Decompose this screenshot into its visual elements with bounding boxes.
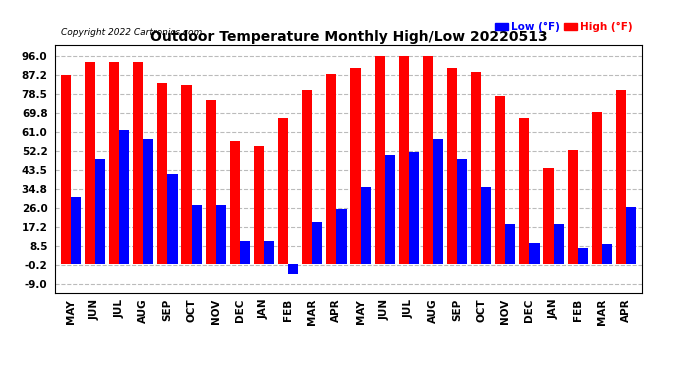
Bar: [264, 242, 274, 264]
Bar: [375, 56, 384, 264]
Bar: [109, 62, 119, 264]
Bar: [240, 242, 250, 264]
Bar: [520, 118, 529, 264]
Bar: [360, 187, 371, 264]
Bar: [505, 224, 515, 264]
Bar: [71, 197, 81, 264]
Bar: [626, 207, 636, 264]
Bar: [206, 100, 216, 264]
Bar: [578, 248, 588, 264]
Bar: [95, 159, 105, 264]
Bar: [85, 62, 95, 264]
Bar: [495, 96, 505, 264]
Bar: [471, 72, 481, 264]
Bar: [592, 112, 602, 264]
Bar: [168, 174, 177, 264]
Bar: [254, 146, 264, 264]
Bar: [399, 56, 408, 264]
Bar: [216, 205, 226, 264]
Bar: [181, 85, 192, 264]
Bar: [144, 140, 153, 264]
Text: Copyright 2022 Cartronics.com: Copyright 2022 Cartronics.com: [61, 28, 202, 37]
Bar: [616, 90, 626, 264]
Bar: [288, 264, 298, 274]
Bar: [481, 187, 491, 264]
Bar: [544, 168, 553, 264]
Bar: [553, 224, 564, 264]
Bar: [433, 140, 443, 264]
Bar: [230, 141, 240, 264]
Bar: [423, 56, 433, 264]
Bar: [408, 153, 419, 264]
Bar: [119, 130, 129, 264]
Bar: [157, 83, 168, 264]
Bar: [457, 159, 467, 264]
Bar: [337, 209, 346, 264]
Bar: [529, 243, 540, 264]
Bar: [351, 68, 360, 264]
Bar: [302, 90, 313, 264]
Bar: [313, 222, 322, 264]
Bar: [192, 205, 201, 264]
Title: Outdoor Temperature Monthly High/Low 20220513: Outdoor Temperature Monthly High/Low 202…: [150, 30, 547, 44]
Bar: [61, 75, 71, 264]
Bar: [326, 74, 337, 264]
Bar: [278, 118, 288, 264]
Bar: [384, 154, 395, 264]
Legend: Low (°F), High (°F): Low (°F), High (°F): [491, 18, 636, 36]
Bar: [447, 68, 457, 264]
Bar: [568, 150, 578, 264]
Bar: [133, 62, 144, 264]
Bar: [602, 244, 612, 264]
